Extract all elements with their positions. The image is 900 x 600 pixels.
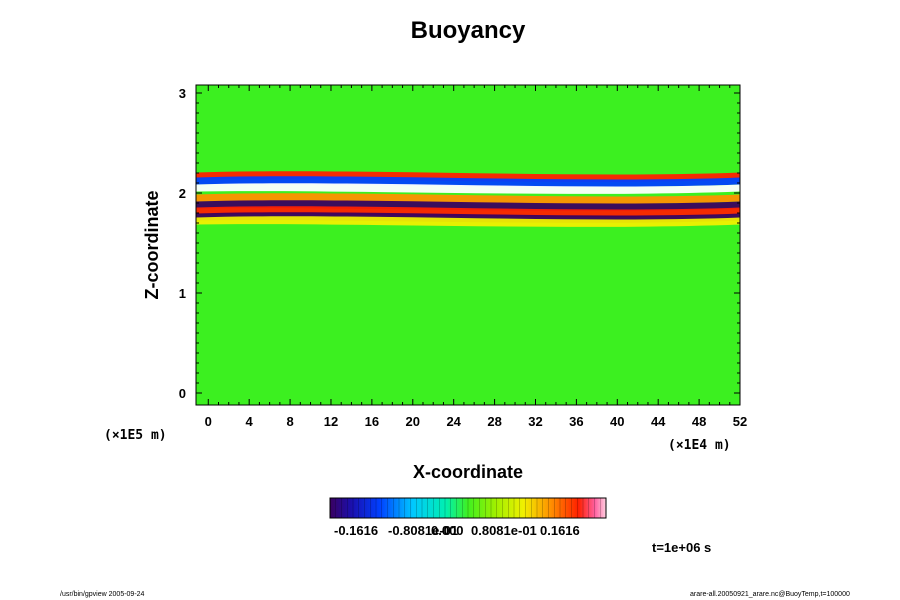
- y-unit-label: (×1E5 m): [104, 428, 167, 443]
- x-tick-label: 32: [528, 414, 542, 429]
- colorbar-label: 0.1616: [540, 523, 580, 538]
- plot-frame: [195, 84, 741, 406]
- x-tick-label: 20: [406, 414, 420, 429]
- x-tick-label: 4: [246, 414, 254, 429]
- y-tick-label: 0: [179, 386, 186, 401]
- x-tick-label: 28: [487, 414, 501, 429]
- x-tick-label: 36: [569, 414, 583, 429]
- x-unit-label: (×1E4 m): [668, 438, 731, 453]
- y-tick-label: 2: [179, 186, 186, 201]
- x-tick-label: 24: [446, 414, 461, 429]
- x-tick-label: 0: [205, 414, 212, 429]
- colorbar-labels: -0.1616 -0.8081e-010.000 0.8081e-01 0.1616: [334, 523, 580, 538]
- colorbar-label: 0.000: [431, 523, 464, 538]
- footer-left: /usr/bin/gpview 2005-09-24: [60, 591, 145, 598]
- y-axis-ticks: 0 1 2 3: [179, 86, 740, 401]
- y-tick-label: 1: [179, 286, 186, 301]
- x-axis-ticks: 0 4 8 12 16 20 24 28 32 36 40 44 48 52: [205, 85, 747, 429]
- buoyancy-bands: [196, 171, 740, 227]
- x-tick-label: 40: [610, 414, 624, 429]
- footer-right: arare-all.20050921_arare.nc@BuoyTemp,t=1…: [690, 591, 850, 598]
- colorbar-label: -0.1616: [334, 523, 378, 538]
- colorbar-label: -0.8081e-01: [388, 523, 458, 538]
- x-tick-label: 8: [286, 414, 293, 429]
- time-annotation: t=1e+06 s: [652, 540, 711, 555]
- x-tick-label: 12: [324, 414, 338, 429]
- buoyancy-band: [196, 216, 740, 227]
- x-tick-label: 52: [733, 414, 747, 429]
- y-tick-label: 3: [179, 86, 186, 101]
- x-tick-label: 48: [692, 414, 706, 429]
- x-axis-label: X-coordinate: [413, 462, 523, 482]
- x-tick-label: 16: [365, 414, 379, 429]
- buoyancy-band: [196, 183, 740, 194]
- colorbar-ticks: [329, 498, 607, 518]
- plot-background: [196, 85, 740, 405]
- colorbar-label: 0.8081e-01: [471, 523, 537, 538]
- y-axis-label: Z-coordinate: [142, 190, 162, 299]
- chart-title: Buoyancy: [411, 17, 526, 44]
- x-tick-label: 44: [651, 414, 666, 429]
